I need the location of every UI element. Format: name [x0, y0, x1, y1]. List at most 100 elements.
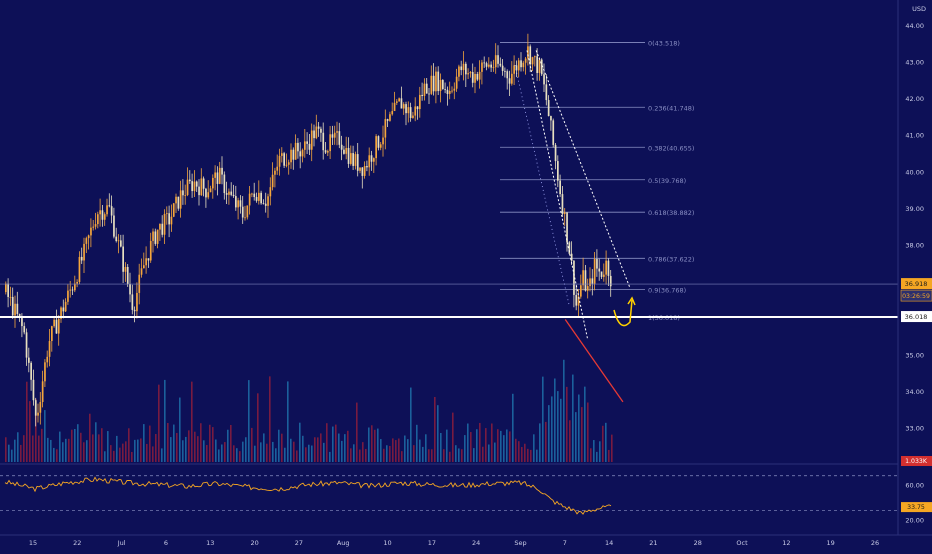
candle-body	[347, 147, 350, 164]
volume-bar	[194, 431, 196, 462]
candle-body	[529, 46, 532, 65]
candle-body	[99, 210, 101, 215]
y-tick-label: 33.00	[905, 425, 924, 433]
volume-bar	[68, 438, 70, 462]
volume-bar	[575, 412, 577, 462]
volume-bar	[467, 423, 469, 462]
candle-body	[352, 153, 354, 166]
candle-body	[34, 400, 37, 416]
volume-bar	[176, 432, 178, 462]
volume-bar	[545, 421, 547, 462]
volume-bar	[275, 448, 277, 462]
candle-body	[152, 231, 154, 241]
candle-body	[409, 107, 412, 118]
volume-bar	[380, 439, 382, 462]
volume-bar	[374, 429, 376, 462]
volume-bar	[293, 441, 295, 462]
candle-body	[172, 203, 175, 217]
candle-body	[605, 260, 607, 275]
volume-bar	[140, 438, 142, 462]
candle-body	[389, 114, 391, 121]
candle-body	[462, 63, 465, 71]
volume-bar	[230, 424, 232, 462]
candle-body	[101, 210, 104, 220]
volume-bar	[158, 384, 160, 462]
candle-body	[437, 71, 440, 92]
fib-label: 0(43.518)	[648, 39, 680, 47]
volume-bar	[122, 443, 124, 462]
candle-body	[290, 149, 292, 163]
candle-body	[244, 217, 246, 219]
candle-body	[508, 78, 511, 84]
candle-body	[131, 294, 134, 310]
candle-body	[435, 71, 437, 92]
volume-bar	[611, 434, 613, 462]
candle-body	[419, 94, 421, 110]
volume-bar	[356, 402, 358, 462]
candle-body	[428, 93, 430, 95]
y-tick-label: 35.00	[905, 351, 924, 359]
volume-bar	[554, 378, 556, 462]
x-tick-label: 17	[428, 539, 436, 547]
volume-bar	[602, 425, 604, 462]
candle-body	[584, 270, 587, 291]
candle-body	[458, 66, 460, 77]
candle-body	[520, 60, 522, 68]
candle-body	[260, 192, 262, 204]
candle-body	[276, 166, 279, 171]
volume-bar	[608, 449, 610, 462]
candle-body	[363, 166, 366, 176]
candle-body	[129, 284, 131, 295]
candle-body	[163, 213, 166, 235]
volume-bar	[164, 379, 166, 462]
x-tick-label: 24	[472, 539, 480, 547]
volume-bar	[152, 446, 154, 462]
candle-body	[301, 149, 304, 157]
volume-bar	[182, 440, 184, 462]
volume-bar	[419, 439, 421, 462]
candle-body	[53, 319, 55, 327]
candle-body	[133, 309, 136, 312]
candle-body	[25, 332, 28, 358]
candle-body	[207, 192, 210, 198]
candle-body	[16, 303, 19, 314]
volume-bar	[470, 432, 472, 462]
candle-body	[166, 213, 168, 215]
volume-bar	[218, 449, 220, 462]
volume-bar	[284, 447, 286, 462]
y-tick-label: 41.00	[905, 132, 924, 140]
candle-body	[281, 153, 283, 156]
candle-body	[184, 194, 187, 196]
candle-body	[230, 191, 233, 195]
volume-bar	[455, 445, 457, 462]
candle-body	[527, 46, 529, 59]
candle-body	[451, 90, 453, 92]
volume-bar	[509, 431, 511, 462]
volume-bar	[539, 423, 541, 462]
volume-bar	[32, 435, 34, 462]
candle-body	[154, 231, 157, 244]
candle-body	[465, 63, 467, 75]
candle-body	[359, 167, 361, 171]
volume-bar	[212, 427, 214, 462]
volume-bar	[515, 438, 517, 462]
volume-bar	[239, 451, 241, 462]
x-tick-label: 15	[29, 539, 37, 547]
y-tick-label: 39.00	[905, 205, 924, 213]
candle-body	[582, 270, 584, 286]
x-tick-label: Oct	[736, 539, 748, 547]
candle-body	[575, 294, 578, 306]
fib-label: 0.9(36.768)	[648, 287, 686, 295]
volume-bar	[434, 396, 436, 462]
candle-body	[474, 73, 476, 83]
y-tick-label: 34.00	[905, 388, 924, 396]
trend-dotted-line	[535, 50, 631, 289]
candle-body	[110, 206, 113, 216]
volume-bar	[440, 432, 442, 462]
candle-body	[92, 226, 95, 228]
volume-bar	[278, 429, 280, 462]
osc-current-tag	[901, 502, 932, 513]
annotations	[0, 50, 898, 403]
candle-body	[159, 223, 161, 230]
